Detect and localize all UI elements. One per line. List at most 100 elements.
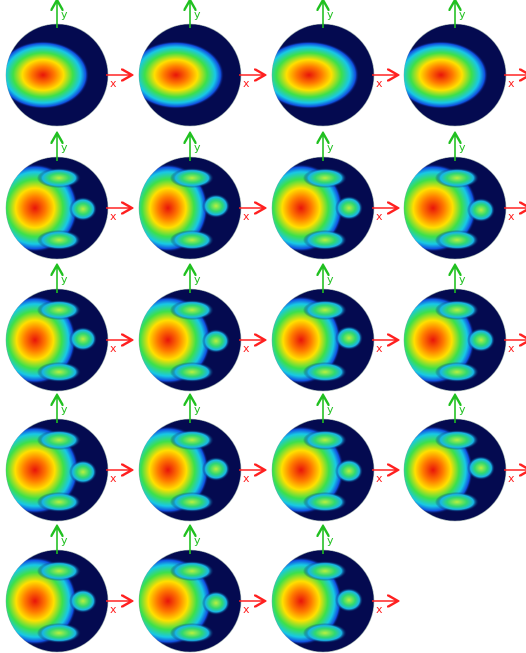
y-axis-label: y bbox=[194, 403, 201, 416]
intensity bbox=[170, 300, 214, 320]
x-axis-label: x bbox=[110, 77, 117, 90]
intensity bbox=[335, 459, 363, 483]
intensity bbox=[435, 300, 479, 320]
x-axis-label: x bbox=[110, 210, 117, 223]
x-axis-label: x bbox=[508, 210, 515, 223]
heatmap bbox=[139, 164, 230, 252]
y-axis-label: y bbox=[327, 534, 334, 547]
intensity bbox=[303, 230, 347, 250]
intensity bbox=[37, 168, 81, 188]
intensity bbox=[170, 230, 214, 250]
intensity bbox=[303, 623, 347, 643]
intensity bbox=[170, 168, 214, 188]
heatmap bbox=[6, 296, 97, 384]
pole-figure: yx bbox=[403, 265, 526, 392]
heatmap bbox=[404, 41, 488, 109]
intensity bbox=[170, 430, 214, 450]
intensity bbox=[335, 196, 363, 220]
intensity bbox=[37, 623, 81, 643]
intensity bbox=[467, 198, 495, 222]
y-axis-label: y bbox=[61, 534, 68, 547]
x-axis-label: x bbox=[508, 77, 515, 90]
intensity bbox=[69, 197, 97, 221]
x-axis-label: x bbox=[508, 342, 515, 355]
x-axis-label: x bbox=[243, 77, 250, 90]
y-axis-label: y bbox=[459, 273, 466, 286]
intensity bbox=[435, 362, 479, 382]
intensity bbox=[170, 561, 214, 581]
pole-figure: yx bbox=[271, 133, 398, 260]
heatmap bbox=[6, 557, 97, 645]
pole-figure: yx bbox=[138, 265, 265, 392]
intensity bbox=[170, 362, 214, 382]
x-axis-label: x bbox=[376, 210, 383, 223]
pole-figure: yx bbox=[5, 133, 132, 260]
pole-figure: yx bbox=[403, 133, 526, 260]
x-axis-label: x bbox=[110, 603, 117, 616]
y-axis-label: y bbox=[327, 273, 334, 286]
intensity bbox=[467, 328, 495, 352]
intensity bbox=[37, 561, 81, 581]
intensity bbox=[69, 327, 97, 351]
x-axis-label: x bbox=[243, 342, 250, 355]
intensity bbox=[37, 300, 81, 320]
x-axis-label: x bbox=[110, 342, 117, 355]
intensity bbox=[303, 430, 347, 450]
heatmap bbox=[272, 557, 363, 645]
intensity bbox=[335, 326, 363, 350]
y-axis-label: y bbox=[459, 141, 466, 154]
heatmap bbox=[404, 296, 495, 384]
y-axis-label: y bbox=[61, 8, 68, 21]
heatmap bbox=[272, 426, 363, 514]
intensity bbox=[37, 492, 81, 512]
heatmap bbox=[6, 41, 89, 109]
y-axis-label: y bbox=[194, 534, 201, 547]
pole-figure: yx bbox=[271, 265, 398, 392]
x-axis-label: x bbox=[508, 472, 515, 485]
heatmap bbox=[404, 164, 495, 252]
y-axis-label: y bbox=[327, 141, 334, 154]
intensity bbox=[435, 230, 479, 250]
heatmap bbox=[272, 164, 363, 252]
heatmap bbox=[139, 557, 230, 645]
y-axis-label: y bbox=[61, 403, 68, 416]
x-axis-label: x bbox=[243, 472, 250, 485]
intensity bbox=[435, 168, 479, 188]
intensity bbox=[303, 168, 347, 188]
heatmap bbox=[6, 426, 97, 514]
intensity bbox=[37, 430, 81, 450]
heatmap bbox=[404, 426, 495, 514]
pole-figure: yx bbox=[5, 0, 132, 127]
intensity bbox=[303, 492, 347, 512]
intensity bbox=[69, 589, 97, 613]
intensity bbox=[467, 456, 495, 480]
intensity bbox=[303, 561, 347, 581]
intensity bbox=[272, 41, 359, 109]
pole-figure: yx bbox=[5, 526, 132, 653]
intensity bbox=[435, 492, 479, 512]
x-axis-label: x bbox=[376, 77, 383, 90]
pole-figure: yx bbox=[271, 0, 398, 127]
pole-figure: yx bbox=[271, 395, 398, 522]
intensity bbox=[202, 329, 230, 353]
x-axis-label: x bbox=[376, 603, 383, 616]
x-axis-label: x bbox=[110, 472, 117, 485]
intensity bbox=[435, 430, 479, 450]
intensity bbox=[202, 457, 230, 481]
pole-figure: yx bbox=[403, 0, 526, 127]
heatmap bbox=[139, 41, 224, 109]
y-axis-label: y bbox=[459, 403, 466, 416]
y-axis-label: y bbox=[327, 403, 334, 416]
pole-figure: yx bbox=[138, 526, 265, 653]
x-axis-label: x bbox=[376, 472, 383, 485]
pole-figure: yx bbox=[271, 526, 398, 653]
intensity bbox=[303, 362, 347, 382]
x-axis-label: x bbox=[243, 210, 250, 223]
y-axis-label: y bbox=[194, 273, 201, 286]
pole-figure: yx bbox=[5, 265, 132, 392]
intensity bbox=[303, 300, 347, 320]
y-axis-label: y bbox=[194, 8, 201, 21]
y-axis-label: y bbox=[61, 141, 68, 154]
pole-figure: yx bbox=[5, 395, 132, 522]
